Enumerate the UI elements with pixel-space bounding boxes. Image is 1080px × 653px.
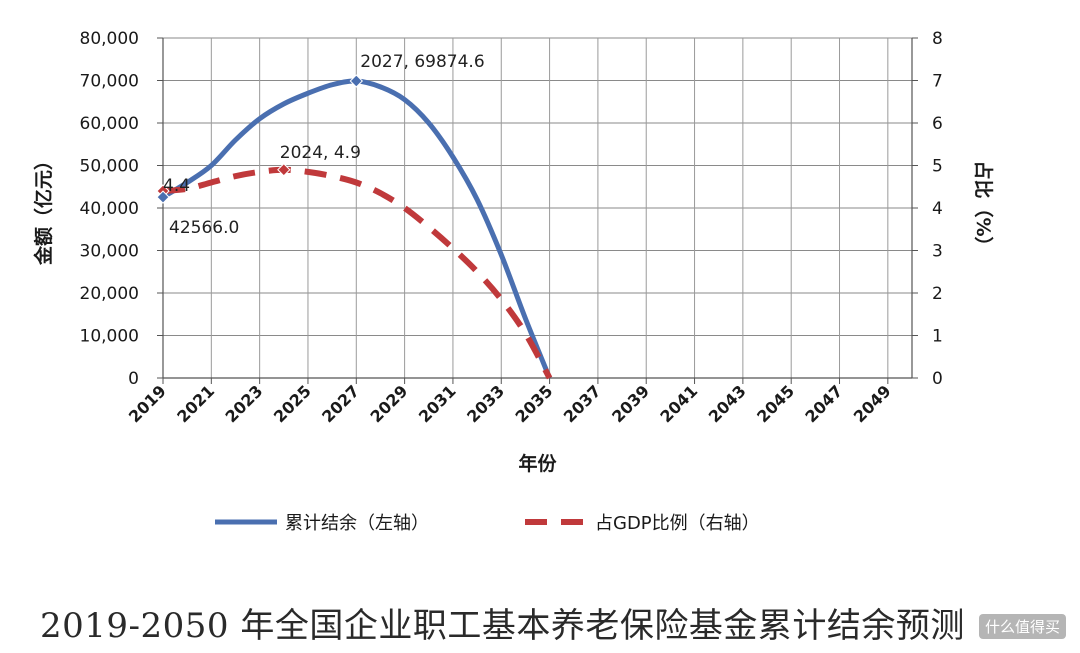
watermark: 什么值得买	[978, 614, 1066, 639]
series-line-gdp-ratio	[162, 166, 553, 380]
y-left-axis-title: 金额（亿元）	[32, 151, 55, 266]
data-label: 2024, 4.9	[280, 143, 361, 163]
data-point-marker	[349, 74, 363, 88]
y-right-tick-label: 6	[932, 114, 943, 134]
y-right-axis-title: 占比（%）	[972, 160, 995, 255]
data-label: 2027, 69874.6	[360, 52, 484, 72]
x-tick-label: 2033	[463, 381, 508, 426]
y-left-tick-label: 70,000	[80, 72, 139, 92]
y-right-tick-label: 8	[932, 29, 943, 49]
y-left-tick-label: 0	[128, 369, 139, 389]
x-tick-label: 2025	[270, 381, 315, 426]
x-tick-label: 2031	[415, 381, 460, 426]
legend-entry-label: 占GDP比例（右轴）	[595, 513, 760, 534]
y-right-tick-label: 7	[932, 72, 943, 92]
y-right-tick-label: 1	[932, 327, 943, 347]
x-tick-label: 2023	[222, 381, 267, 426]
legend-entry-label: 累计结余（左轴）	[285, 513, 429, 534]
x-tick-label: 2027	[318, 381, 363, 426]
y-left-tick-label: 40,000	[80, 199, 139, 219]
x-tick-label: 2045	[753, 381, 798, 426]
x-tick-label: 2043	[705, 381, 750, 426]
x-tick-label: 2021	[173, 381, 218, 426]
annotations: 2027, 69874.6 2024, 4.9 4.4 42566.0	[156, 52, 485, 238]
axes	[157, 37, 918, 384]
figure-caption: 2019-2050 年全国企业职工基本养老保险基金累计结余预测	[40, 606, 965, 646]
x-tick-label: 2037	[560, 381, 605, 426]
y-right-tick-label: 3	[932, 242, 943, 262]
dual-axis-line-chart: 0 0 10,000 1 20,000 2 30,000 3 40,000 4 50,000 5 60,…	[32, 29, 995, 534]
legend: 累计结余（左轴） 占GDP比例（右轴）	[215, 513, 760, 534]
y-left-tick-label: 80,000	[80, 29, 139, 49]
y-right-tick-label: 4	[932, 199, 943, 219]
gridlines	[162, 37, 912, 379]
y-right-tick-label: 5	[932, 157, 943, 177]
y-left-tick-label: 60,000	[80, 114, 139, 134]
y-left-tick-label: 50,000	[80, 157, 139, 177]
y-right-tick-label: 2	[932, 284, 943, 304]
x-tick-label: 2047	[801, 381, 846, 426]
x-tick-label: 2049	[850, 381, 895, 426]
y-left-tick-label: 20,000	[80, 284, 139, 304]
data-point-marker	[277, 163, 291, 177]
axis-titles: 年份 金额（亿元） 占比（%）	[32, 151, 995, 475]
x-tick-label: 2041	[656, 381, 701, 426]
data-label: 4.4	[163, 176, 190, 196]
y-right-tick-label: 0	[932, 369, 943, 389]
x-tick-label: 2029	[367, 381, 412, 426]
x-tick-label: 2039	[608, 381, 653, 426]
y-left-tick-label: 30,000	[80, 242, 139, 262]
data-point-marker	[156, 190, 170, 204]
x-axis-title: 年份	[518, 452, 557, 475]
y-left-tick-label: 10,000	[80, 327, 139, 347]
data-label: 42566.0	[169, 218, 239, 238]
x-tick-label: 2035	[511, 381, 556, 426]
